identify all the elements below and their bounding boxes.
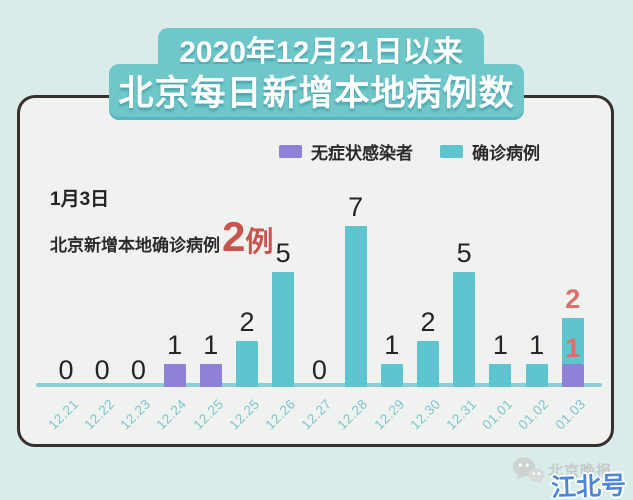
title-text-2: 北京每日新增本地病例数 xyxy=(118,74,515,113)
x-tick-label: 12.30 xyxy=(407,396,444,433)
confirmed-segment xyxy=(344,226,367,387)
bar-value-label: 1 xyxy=(203,330,219,360)
x-tick-label: 12.23 xyxy=(117,396,154,433)
confirmed-segment xyxy=(561,318,584,364)
x-tick-label: 12.28 xyxy=(334,396,371,433)
bar-value-label: 5 xyxy=(456,238,472,268)
bar-01.03 xyxy=(561,318,584,387)
annotation-date: 1月3日 xyxy=(50,189,110,210)
bar-12.25 xyxy=(236,341,258,387)
title-banner-line-2: 北京每日新增本地病例数 xyxy=(109,64,524,117)
bar-value-label: 2 xyxy=(420,307,436,337)
x-tick-label: 12.22 xyxy=(81,396,118,433)
bar-12.25 xyxy=(199,364,222,387)
x-axis xyxy=(36,383,602,387)
title-text-1: 2020年12月21日以来 xyxy=(179,36,463,69)
x-tick-label: 01.03 xyxy=(551,396,589,433)
confirmed-segment xyxy=(417,341,439,387)
title-banner-line-1: 2020年12月21日以来 xyxy=(158,28,484,70)
bar-value-label: 1 xyxy=(384,330,400,360)
bar-12.31 xyxy=(453,272,476,387)
bar-value-label: 0 xyxy=(311,355,327,385)
bar-12.24 xyxy=(163,364,186,387)
x-tick-label: 12.25 xyxy=(189,396,227,433)
bar-value-label: 2 xyxy=(565,284,581,314)
bar-value-label: 1 xyxy=(529,330,545,360)
bar-value-label: 1 xyxy=(492,330,508,360)
asymptomatic-segment xyxy=(163,364,186,387)
watermark-account: 江北号 xyxy=(550,471,627,500)
bar-01.01 xyxy=(489,364,512,387)
x-tick-label: 12.24 xyxy=(153,396,190,433)
confirmed-segment xyxy=(453,272,476,387)
confirmed-segment xyxy=(272,272,295,387)
x-tick-label: 12.21 xyxy=(45,396,82,433)
bar-value-label: 0 xyxy=(58,355,74,385)
wechat-logo-icon xyxy=(513,457,545,484)
bar-value-label: 1 xyxy=(167,330,183,360)
bar-value-label: 5 xyxy=(275,238,291,268)
legend-swatch-confirmed xyxy=(440,145,463,158)
asymptomatic-segment xyxy=(199,364,222,387)
confirmed-segment xyxy=(236,341,258,387)
watermark: 北京晚报 xyxy=(511,456,612,484)
legend-swatch-asymptomatic xyxy=(279,145,302,158)
bar-value-label: 0 xyxy=(94,355,110,385)
x-tick-label: 12.29 xyxy=(370,396,408,433)
legend-label-asymptomatic: 无症状感染者 xyxy=(311,144,413,163)
x-tick-label: 01.02 xyxy=(515,396,552,433)
annotation-value: 2 xyxy=(222,213,246,260)
x-tick-label: 12.25 xyxy=(226,396,263,433)
annotation: 1月3日 北京新增本地确诊病例 2 例 xyxy=(50,184,274,260)
asymptomatic-segment xyxy=(561,364,584,387)
chart-card xyxy=(17,95,614,447)
legend-item-asymptomatic: 无症状感染者 xyxy=(279,139,413,164)
x-tick-label: 12.26 xyxy=(262,396,299,433)
bar-12.29 xyxy=(380,364,403,387)
bar-value-label: 1 xyxy=(565,333,581,363)
legend: 无症状感染者 确诊病例 xyxy=(279,139,540,164)
confirmed-segment xyxy=(489,364,512,387)
bar-01.02 xyxy=(525,364,548,387)
annotation-line: 北京新增本地确诊病例 2 例 xyxy=(50,213,274,260)
legend-item-confirmed: 确诊病例 xyxy=(440,139,540,164)
bar-12.26 xyxy=(272,272,295,387)
bar-12.28 xyxy=(344,226,367,387)
x-tick-label: 12.27 xyxy=(298,396,335,433)
confirmed-segment xyxy=(380,364,403,387)
bar-value-label: 7 xyxy=(348,192,364,222)
bar-value-label: 0 xyxy=(130,355,146,385)
x-tick-label: 12.31 xyxy=(443,396,480,433)
watermark-publisher: 北京晚报 xyxy=(548,462,613,480)
confirmed-segment xyxy=(525,364,548,387)
bar-value-label: 2 xyxy=(239,307,255,337)
bar-12.30 xyxy=(417,341,439,387)
legend-label-confirmed: 确诊病例 xyxy=(472,144,540,163)
annotation-unit: 例 xyxy=(245,226,274,257)
annotation-text: 北京新增本地确诊病例 xyxy=(50,236,220,255)
x-tick-label: 01.01 xyxy=(479,396,516,433)
